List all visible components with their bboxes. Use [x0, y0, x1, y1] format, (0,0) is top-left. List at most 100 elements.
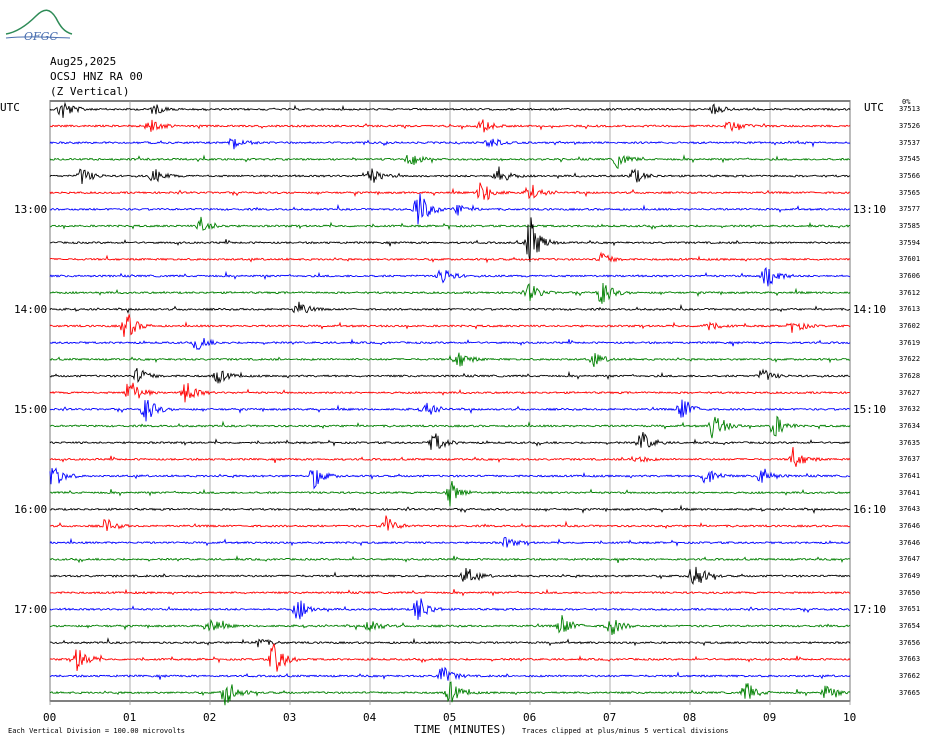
seismic-trace — [49, 217, 851, 263]
x-tick-label: 08 — [683, 711, 697, 724]
trace-scale-value: 37635 — [899, 438, 921, 447]
seismic-trace — [49, 251, 851, 264]
x-tick-label: 09 — [763, 711, 777, 724]
trace-scale-value: 37566 — [899, 172, 921, 180]
ofgc-logo: OFGC — [5, 9, 73, 43]
trace-scale-value: 37545 — [899, 155, 921, 164]
seismic-trace — [49, 166, 851, 185]
trace-scale-value: 37650 — [899, 588, 921, 597]
utc-label-left: UTC — [0, 101, 20, 114]
seismic-trace — [49, 314, 851, 337]
trace-scale-value: 37526 — [899, 122, 921, 130]
right-time-label: 17:10 — [853, 603, 887, 616]
seismic-trace — [49, 382, 851, 403]
trace-scale-value: 37634 — [899, 422, 921, 430]
seismic-trace — [49, 637, 851, 648]
scale-header: 0% — [902, 98, 911, 106]
trace-scale-value: 37662 — [899, 672, 921, 680]
seismic-trace — [49, 615, 851, 635]
seismic-trace — [49, 432, 851, 450]
x-tick-label: 03 — [283, 711, 297, 724]
trace-scale-value: 37647 — [899, 555, 921, 564]
x-axis-label: TIME (MINUTES) — [414, 723, 507, 736]
trace-scale-value: 37606 — [899, 272, 921, 280]
trace-scale-value: 37622 — [899, 355, 921, 364]
seismic-trace — [49, 154, 851, 170]
seismic-trace — [49, 301, 851, 315]
trace-scale-value: 37649 — [899, 572, 921, 580]
x-tick-label: 06 — [523, 711, 537, 724]
trace-scale-value: 37656 — [899, 638, 921, 647]
seismic-trace — [49, 481, 851, 507]
x-tick-label: 07 — [603, 711, 617, 724]
utc-label-right: UTC — [864, 101, 884, 114]
trace-scale-value: 37637 — [899, 455, 921, 464]
seismic-trace — [49, 681, 851, 706]
left-time-label: 16:00 — [14, 503, 48, 516]
trace-scale-value: 37643 — [899, 505, 921, 514]
seismic-trace — [49, 137, 851, 150]
left-time-label: 14:00 — [14, 303, 48, 316]
right-time-label: 15:10 — [853, 403, 887, 416]
trace-scale-value: 37601 — [899, 255, 921, 264]
trace-scale-value: 37619 — [899, 338, 921, 347]
seismic-trace — [49, 216, 850, 231]
trace-scale-value: 37585 — [899, 222, 921, 230]
x-tick-label: 01 — [123, 711, 137, 724]
x-tick-label: 10 — [843, 711, 857, 724]
seismic-trace — [49, 368, 851, 384]
seismic-trace — [49, 266, 851, 287]
left-time-label: 15:00 — [14, 403, 48, 416]
clip-note: Traces clipped at plus/minus 5 vertical … — [522, 727, 729, 735]
trace-scale-value: 37628 — [899, 372, 921, 380]
seismic-trace — [49, 101, 851, 118]
trace-scale-value: 37663 — [899, 655, 921, 664]
trace-scale-value: 37513 — [899, 105, 921, 114]
trace-scale-value: 37654 — [899, 622, 921, 630]
seismic-trace — [49, 415, 851, 439]
seismic-trace — [49, 338, 851, 350]
seismic-trace — [49, 446, 851, 467]
right-time-label: 13:10 — [853, 203, 887, 216]
x-tick-label: 05 — [443, 711, 457, 724]
seismic-trace — [49, 666, 851, 681]
trace-scale-value: 37594 — [899, 238, 921, 247]
trace-scale-value: 37641 — [899, 488, 921, 497]
seismic-trace — [49, 588, 851, 597]
x-tick-label: 02 — [203, 711, 217, 724]
trace-scale-value: 37646 — [899, 522, 921, 530]
trace-scale-value: 37646 — [899, 538, 921, 547]
seismic-trace — [49, 536, 851, 548]
seismic-trace — [49, 598, 850, 620]
seismic-trace — [49, 282, 851, 304]
trace-scale-value: 37651 — [899, 605, 921, 614]
trace-scale-value: 37632 — [899, 405, 921, 414]
seismic-trace — [49, 515, 851, 531]
record-date: Aug25,2025 — [50, 55, 117, 68]
svg-text:OFGC: OFGC — [24, 30, 58, 43]
seismic-trace — [49, 555, 851, 564]
trace-scale-value: 37627 — [899, 388, 921, 397]
trace-scale-value: 37537 — [899, 138, 921, 147]
seismic-trace — [49, 643, 851, 672]
seismic-trace — [49, 119, 851, 133]
right-time-label: 14:10 — [853, 303, 887, 316]
left-time-label: 17:00 — [14, 603, 48, 616]
trace-scale-value: 37577 — [899, 205, 921, 214]
seismic-trace — [49, 467, 851, 490]
seismic-trace — [49, 352, 851, 367]
right-time-label: 16:10 — [853, 503, 887, 516]
x-tick-label: 04 — [363, 711, 377, 724]
component-label: (Z Vertical) — [50, 85, 130, 98]
seismic-trace — [49, 566, 851, 585]
left-time-label: 13:00 — [14, 203, 48, 216]
division-note: Each Vertical Division = 100.00 microvol… — [8, 727, 186, 735]
trace-scale-value: 37665 — [899, 688, 921, 697]
x-tick-label: 00 — [43, 711, 57, 724]
trace-scale-value: 37602 — [899, 322, 921, 330]
seismic-trace — [49, 182, 850, 201]
station-id: OCSJ HNZ RA 00 — [50, 70, 143, 83]
seismic-trace — [49, 193, 851, 225]
